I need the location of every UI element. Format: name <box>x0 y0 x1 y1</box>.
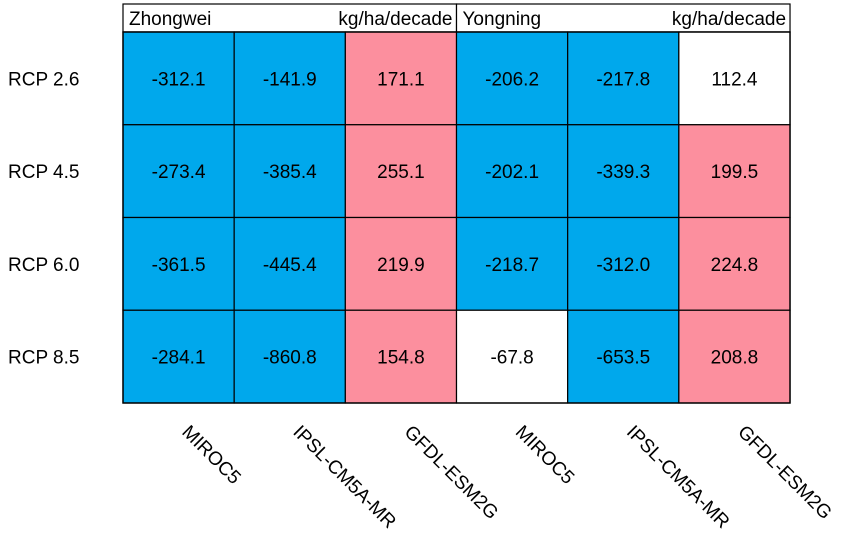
cell-value-label: -653.5 <box>596 348 650 369</box>
cell-value-label: -218.7 <box>485 255 539 276</box>
cell-value-label: 199.5 <box>711 162 759 183</box>
cell-value-label: 154.8 <box>377 348 425 369</box>
cell-value-label: -385.4 <box>263 162 317 183</box>
cell-value-label: 171.1 <box>377 69 425 90</box>
cell-value-label: 224.8 <box>711 255 759 276</box>
column-label: GFDL-ESM2G <box>400 422 502 524</box>
heatmap-cell <box>233 124 346 219</box>
cell-value-label: -445.4 <box>263 255 317 276</box>
heatmap-cell <box>233 216 346 311</box>
row-label: RCP 6.0 <box>8 255 79 276</box>
panel-site-name: Yongning <box>463 9 542 30</box>
heatmap-cell <box>122 309 235 404</box>
panel-unit-label: kg/ha/decade <box>672 9 786 30</box>
cell-value-label: -67.8 <box>490 348 533 369</box>
heatmap-cell <box>567 216 680 311</box>
panel-header-1 <box>122 3 458 33</box>
heatmap-cell <box>344 309 458 404</box>
column-label: MIROC5 <box>511 422 578 489</box>
heatmap-cell <box>678 31 791 126</box>
cell-value-label: -312.0 <box>596 255 650 276</box>
row-label: RCP 8.5 <box>8 348 79 369</box>
heatmap-cell <box>344 216 458 311</box>
cell-value-label: -339.3 <box>596 162 650 183</box>
row-label: RCP 4.5 <box>8 162 79 183</box>
cell-value-label: 255.1 <box>377 162 425 183</box>
heatmap-cell <box>455 216 569 311</box>
heatmap-cell <box>567 124 680 219</box>
column-label: IPSL-CM5A-MR <box>622 422 733 533</box>
cell-value-label: -273.4 <box>152 162 206 183</box>
heatmap-cell <box>678 124 791 219</box>
row-label: RCP 2.6 <box>8 69 79 90</box>
grid-border <box>122 31 791 404</box>
heatmap-cell <box>455 31 569 126</box>
cell-value-label: -217.8 <box>596 69 650 90</box>
heatmap-cell <box>678 216 791 311</box>
cell-value-label: -361.5 <box>152 255 206 276</box>
cell-value-label: 208.8 <box>711 348 759 369</box>
cell-value-label: -284.1 <box>152 348 206 369</box>
cell-value-label: -206.2 <box>485 69 539 90</box>
cell-value-label: -141.9 <box>263 69 317 90</box>
cell-value-label: 112.4 <box>711 69 758 90</box>
heatmap-cell <box>233 31 346 126</box>
cell-value-label: -202.1 <box>485 162 539 183</box>
column-label: GFDL-ESM2G <box>733 422 835 524</box>
panel-header-2 <box>455 3 791 33</box>
panel-unit-label: kg/ha/decade <box>338 9 452 30</box>
cell-value-label: 219.9 <box>377 255 425 276</box>
heatmap-cell <box>567 309 680 404</box>
panel-site-name: Zhongwei <box>129 9 211 30</box>
heatmap-cell <box>455 124 569 219</box>
column-label: IPSL-CM5A-MR <box>289 422 400 533</box>
cell-value-label: -860.8 <box>263 348 317 369</box>
column-label: MIROC5 <box>177 422 244 489</box>
heatmap-cell <box>344 31 458 126</box>
cell-value-label: -312.1 <box>152 69 206 90</box>
heatmap-cell <box>233 309 346 404</box>
